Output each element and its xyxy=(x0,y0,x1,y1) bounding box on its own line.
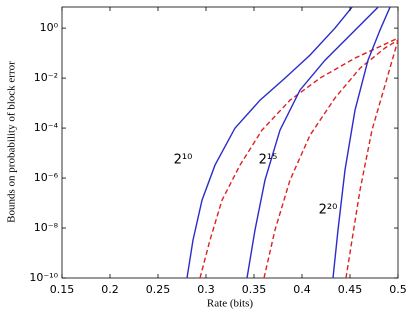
curve-annotation: 2²⁰ xyxy=(319,203,338,218)
curves xyxy=(186,7,398,278)
x-tick-label: 0.45 xyxy=(338,283,363,296)
x-tick-label: 0.2 xyxy=(101,283,119,296)
x-tick-label: 0.5 xyxy=(389,283,407,296)
y-tick-label: 10⁻⁴ xyxy=(34,121,59,134)
x-tick-label: 0.35 xyxy=(242,283,267,296)
curve-annotation: 2¹⁰ xyxy=(174,153,193,168)
line-series xyxy=(199,37,398,278)
curve-annotation: 2¹⁵ xyxy=(259,153,278,168)
y-tick-label: 10⁰ xyxy=(40,21,59,34)
x-tick-label: 0.3 xyxy=(197,283,215,296)
x-axis-label: Rate (bits) xyxy=(207,298,253,310)
line-series xyxy=(263,39,398,278)
x-tick-label: 0.4 xyxy=(293,283,311,296)
y-tick-label: 10⁻⁶ xyxy=(34,171,59,184)
x-tick-label: 0.15 xyxy=(50,283,75,296)
plot-frame xyxy=(61,6,399,279)
y-axis-label: Bounds on probability of block error xyxy=(6,61,18,223)
y-tick-label: 10⁻¹⁰ xyxy=(29,271,58,284)
line-series xyxy=(186,7,353,278)
x-tick-label: 0.25 xyxy=(146,283,171,296)
y-tick-label: 10⁻⁸ xyxy=(34,221,59,234)
y-tick-label: 10⁻² xyxy=(34,71,58,84)
line-series xyxy=(345,39,398,278)
line-series xyxy=(332,7,391,278)
line-series xyxy=(246,7,379,278)
